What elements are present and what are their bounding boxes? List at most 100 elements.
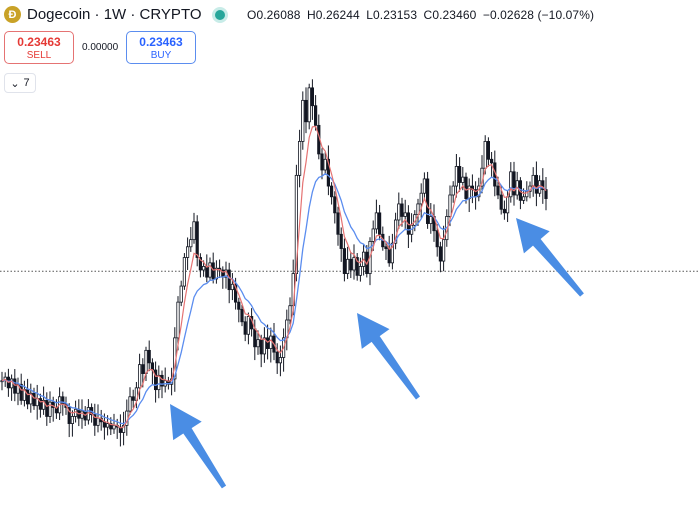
high-label: H <box>306 8 316 22</box>
candle-body <box>294 174 299 274</box>
candle-body <box>329 185 334 198</box>
candle-body <box>496 185 500 196</box>
candle-body <box>304 99 308 123</box>
candle-body <box>195 221 199 258</box>
candle-body <box>323 158 327 171</box>
candle-body <box>19 383 23 401</box>
candle-body <box>67 407 71 424</box>
candle-body <box>387 248 391 264</box>
candle-body <box>122 424 126 433</box>
candle-body <box>486 141 491 160</box>
high-value: 0.26244 <box>315 8 360 22</box>
candle-body <box>230 283 234 291</box>
chevron-down-icon: ⌄ <box>10 77 20 90</box>
change-value: −0.02628 (−10.07%) <box>482 8 595 22</box>
candle-body <box>349 258 353 271</box>
candle-body <box>467 185 471 199</box>
candle-body <box>38 398 43 410</box>
candle-body <box>301 99 305 142</box>
candle-body <box>201 266 206 271</box>
buy-label: BUY <box>150 50 172 61</box>
candle-body <box>102 421 106 428</box>
candle-body <box>457 166 462 183</box>
buy-button[interactable]: 0.23463 BUY <box>126 31 196 64</box>
candle-body <box>25 389 30 405</box>
market-status-icon[interactable] <box>215 10 225 20</box>
candle-body <box>240 308 244 323</box>
candle-body <box>297 141 302 176</box>
candle-body <box>477 185 481 198</box>
candle-body <box>141 364 145 374</box>
candle-body <box>70 416 74 424</box>
candle-body <box>0 380 4 383</box>
candle-body <box>96 417 100 426</box>
candle-body <box>336 212 340 235</box>
candle-body <box>153 369 158 391</box>
candle-body <box>454 166 459 187</box>
candle-body <box>400 203 404 217</box>
ohlc-values: O0.26088 H0.26244 L0.23153 C0.23460 −0.0… <box>247 8 597 22</box>
candle-body <box>509 171 513 198</box>
candle-body <box>307 87 311 123</box>
indicators-toggle-button[interactable]: ⌄ 7 <box>4 73 36 93</box>
candle-body <box>147 349 151 364</box>
candle-body <box>51 401 55 408</box>
candle-body <box>45 399 49 417</box>
fast-moving-average-line <box>1 125 547 429</box>
sell-button[interactable]: 0.23463 SELL <box>4 31 74 64</box>
candle-body <box>16 383 20 394</box>
candle-body <box>237 301 241 310</box>
low-label: L <box>366 8 374 22</box>
candle-body <box>429 216 433 224</box>
candle-body <box>128 396 132 412</box>
candle-body <box>265 337 270 349</box>
candle-body <box>32 392 36 407</box>
low-value: 0.23153 <box>373 8 418 22</box>
candle-body <box>262 337 267 355</box>
candle-body <box>352 257 356 271</box>
candle-body <box>227 269 231 291</box>
candle-body <box>326 158 331 187</box>
candle-body <box>489 158 494 164</box>
candle-body <box>208 262 212 278</box>
candle-body <box>205 266 209 278</box>
candle-body <box>112 424 116 430</box>
symbol-title[interactable]: Dogecoin · 1W · CRYPTO <box>27 6 202 23</box>
candle-body <box>435 230 439 248</box>
candle-body <box>253 328 257 348</box>
candle-body <box>377 212 382 235</box>
close-value: 0.23460 <box>432 8 477 22</box>
candle-body <box>441 239 446 262</box>
candle-body <box>464 176 468 199</box>
open-value: 0.26088 <box>256 8 301 22</box>
dogecoin-logo-icon: Ð <box>4 6 21 23</box>
candle-body <box>13 378 17 394</box>
candle-body <box>211 262 215 280</box>
candle-body <box>189 239 193 248</box>
candle-body <box>384 246 388 249</box>
candle-body <box>118 426 122 433</box>
candle-body <box>42 399 46 410</box>
candle-body <box>233 283 238 303</box>
candle-body <box>269 335 273 349</box>
candle-body <box>80 410 84 419</box>
spread-value: 0.00000 <box>82 42 119 53</box>
candle-body <box>403 212 407 217</box>
candle-body <box>544 189 548 199</box>
candle-body <box>313 105 318 126</box>
candle-body <box>93 414 97 426</box>
sell-label: SELL <box>26 50 52 61</box>
candle-body <box>109 423 113 430</box>
candle-body <box>531 174 535 187</box>
candle-body <box>345 258 350 274</box>
indicator-count: 7 <box>23 77 30 89</box>
candle-body <box>320 153 324 171</box>
candle-body <box>339 233 343 249</box>
candle-body <box>371 228 375 242</box>
candle-body <box>397 203 401 221</box>
candle-body <box>288 305 292 321</box>
candle-body <box>522 196 526 201</box>
candle-body <box>198 257 202 271</box>
candle-body <box>438 246 443 262</box>
